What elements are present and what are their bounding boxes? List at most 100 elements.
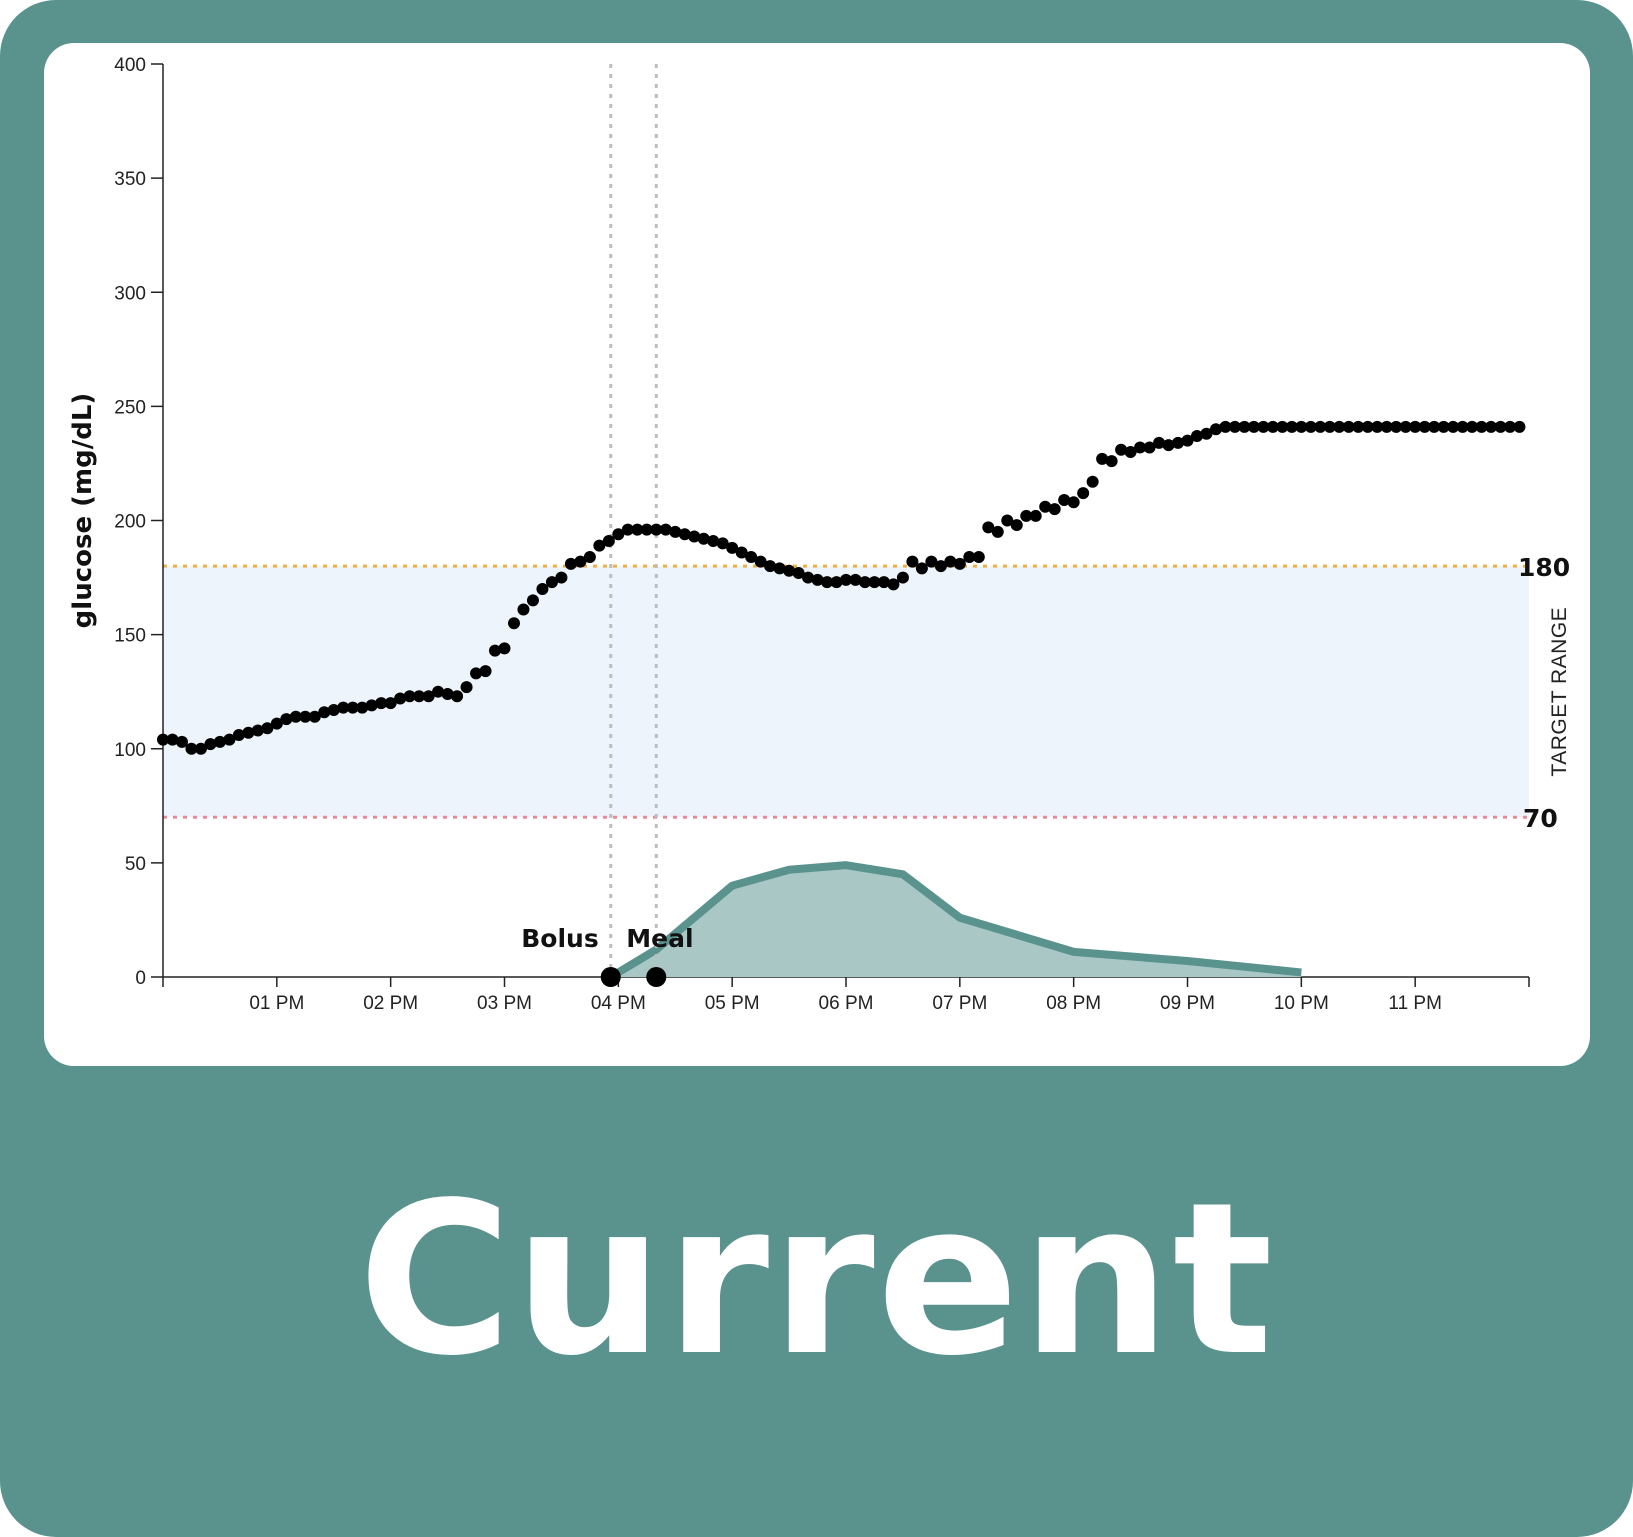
- glucose-point: [716, 537, 729, 550]
- glucose-point: [507, 617, 520, 630]
- y-tick-label: 150: [114, 626, 146, 647]
- event-label-bolus: Bolus: [521, 924, 598, 953]
- glucose-point: [688, 530, 701, 543]
- glucose-point: [1020, 509, 1033, 522]
- glucose-point: [1134, 441, 1147, 454]
- glucose-point: [1361, 420, 1374, 433]
- glucose-point: [1276, 420, 1289, 433]
- event-marker-bolus: [600, 967, 621, 987]
- glucose-point: [1228, 420, 1241, 433]
- glucose-point: [346, 701, 359, 714]
- glucose-point: [270, 717, 283, 730]
- x-tick-label: 06 PM: [819, 993, 874, 1014]
- glucose-point: [1105, 455, 1118, 468]
- x-tick-label: 09 PM: [1160, 993, 1215, 1014]
- glucose-point: [1181, 434, 1194, 447]
- glucose-point: [915, 562, 928, 575]
- glucose-point: [650, 523, 663, 536]
- glucose-point: [574, 555, 587, 568]
- glucose-point: [754, 555, 767, 568]
- glucose-point: [1209, 423, 1222, 436]
- glucose-point: [868, 576, 881, 589]
- glucose-point: [858, 576, 871, 589]
- glucose-point: [432, 685, 445, 698]
- glucose-point: [1058, 493, 1071, 506]
- glucose-point: [877, 576, 890, 589]
- glucose-point: [194, 742, 207, 755]
- glucose-point: [934, 560, 947, 573]
- glucose-point: [1399, 420, 1412, 433]
- y-tick-label: 400: [114, 55, 146, 76]
- glucose-point: [1153, 436, 1166, 449]
- glucose-point: [327, 703, 340, 716]
- glucose-point: [299, 710, 312, 723]
- glucose-point: [811, 573, 824, 586]
- x-tick-label: 07 PM: [932, 993, 987, 1014]
- glucose-point: [261, 722, 274, 735]
- target-low-label: 70: [1523, 804, 1558, 833]
- glucose-point: [441, 687, 454, 700]
- glucose-point: [451, 690, 464, 703]
- glucose-point: [821, 576, 834, 589]
- y-tick-label: 350: [114, 169, 146, 190]
- y-axis-label: glucose (mg/dL): [68, 393, 98, 629]
- glucose-point: [612, 528, 625, 541]
- glucose-point: [963, 551, 976, 564]
- glucose-point: [1342, 420, 1355, 433]
- glucose-point: [1418, 420, 1431, 433]
- glucose-point: [1409, 420, 1422, 433]
- glucose-point: [783, 564, 796, 577]
- glucose-point: [707, 535, 720, 548]
- glucose-point: [1257, 420, 1270, 433]
- glucose-point: [906, 555, 919, 568]
- glucose-point: [470, 667, 483, 680]
- y-tick-label: 250: [114, 397, 146, 418]
- glucose-point: [1475, 420, 1488, 433]
- glucose-point: [413, 690, 426, 703]
- glucose-point: [953, 557, 966, 570]
- glucose-point: [830, 576, 843, 589]
- glucose-point: [669, 525, 682, 538]
- glucose-point: [640, 523, 653, 536]
- glucose-point: [1333, 420, 1346, 433]
- glucose-point: [991, 525, 1004, 538]
- glucose-point: [1219, 420, 1232, 433]
- y-tick-label: 200: [114, 512, 146, 533]
- glucose-point: [849, 573, 862, 586]
- x-tick-label: 02 PM: [363, 993, 418, 1014]
- x-tick-label: 04 PM: [591, 993, 646, 1014]
- glucose-point: [1485, 420, 1498, 433]
- glucose-point: [1371, 420, 1384, 433]
- glucose-point: [944, 555, 957, 568]
- glucose-point: [1077, 487, 1090, 500]
- glucose-point: [175, 735, 188, 748]
- event-label-meal: Meal: [626, 924, 693, 953]
- carb-absorption-area: [610, 865, 1302, 977]
- glucose-point: [726, 541, 739, 554]
- target-high-label: 180: [1518, 553, 1570, 582]
- glucose-point: [1086, 475, 1099, 488]
- y-tick-label: 50: [125, 854, 146, 875]
- glucose-point: [925, 555, 938, 568]
- glucose-point: [1001, 514, 1014, 527]
- glucose-point: [593, 539, 606, 552]
- glucose-point: [972, 551, 985, 564]
- caption-title: Current: [357, 1157, 1276, 1402]
- glucose-point: [1352, 420, 1365, 433]
- x-tick-label: 11 PM: [1388, 993, 1442, 1014]
- glucose-point: [1010, 519, 1023, 532]
- glucose-point: [678, 528, 691, 541]
- glucose-point: [631, 523, 644, 536]
- glucose-point: [166, 733, 179, 746]
- glucose-point: [185, 742, 198, 755]
- glucose-chart: 0 50 100 150 200 250 300 350 400 01 PM 02 PM 03 PM 0…: [68, 55, 1571, 1014]
- glucose-point: [479, 665, 492, 678]
- glucose-point: [1285, 420, 1298, 433]
- glucose-point: [1323, 420, 1336, 433]
- glucose-point: [802, 571, 815, 584]
- glucose-point: [365, 699, 378, 712]
- glucose-point: [1096, 452, 1109, 465]
- glucose-point: [1115, 443, 1128, 456]
- glucose-point: [1447, 420, 1460, 433]
- glucose-point: [232, 729, 245, 742]
